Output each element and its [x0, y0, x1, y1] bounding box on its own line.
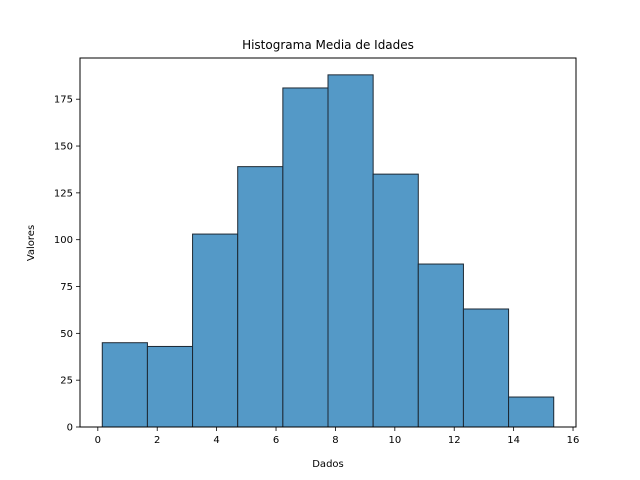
histogram-bar-7 — [372, 173, 419, 428]
y-tick-label: 125 — [54, 188, 73, 199]
histogram-bar-5 — [282, 87, 329, 428]
histogram-bar-4 — [237, 166, 284, 428]
x-axis-ticks: 0 2 4 6 8 10 12 14 16 — [95, 427, 580, 446]
histogram-bar-8 — [417, 263, 464, 428]
y-tick-label: 150 — [54, 142, 73, 153]
bars-group — [101, 74, 555, 428]
x-tick-label: 14 — [507, 435, 520, 446]
histogram-bar-6 — [327, 74, 374, 428]
plot-area-frame — [79, 57, 577, 428]
histogram-bar-1 — [101, 342, 148, 428]
histogram-bar-2 — [146, 345, 194, 428]
y-tick-label: 175 — [54, 95, 73, 106]
x-tick-label: 6 — [273, 435, 279, 446]
y-tick-label: 50 — [60, 329, 73, 340]
x-tick-label: 4 — [213, 435, 219, 446]
chart-title: Histograma Media de Idades — [242, 38, 414, 52]
histogram-bar-9 — [462, 308, 510, 428]
y-tick-label: 0 — [67, 423, 73, 434]
y-axis-label: Valores — [26, 225, 37, 261]
x-tick-label: 12 — [448, 435, 461, 446]
x-tick-label: 8 — [332, 435, 338, 446]
histogram-bar-10 — [508, 396, 555, 428]
y-tick-label: 25 — [60, 376, 73, 387]
y-tick-label: 100 — [54, 235, 73, 246]
x-tick-label: 0 — [95, 435, 101, 446]
y-axis-ticks: 0 25 50 75 100 125 150 175 — [54, 95, 80, 434]
x-tick-label: 10 — [388, 435, 401, 446]
histogram-bar-3 — [192, 233, 239, 428]
x-tick-label: 16 — [567, 435, 580, 446]
x-axis-label: Dados — [312, 459, 344, 470]
x-tick-label: 2 — [154, 435, 160, 446]
y-tick-label: 75 — [60, 282, 73, 293]
